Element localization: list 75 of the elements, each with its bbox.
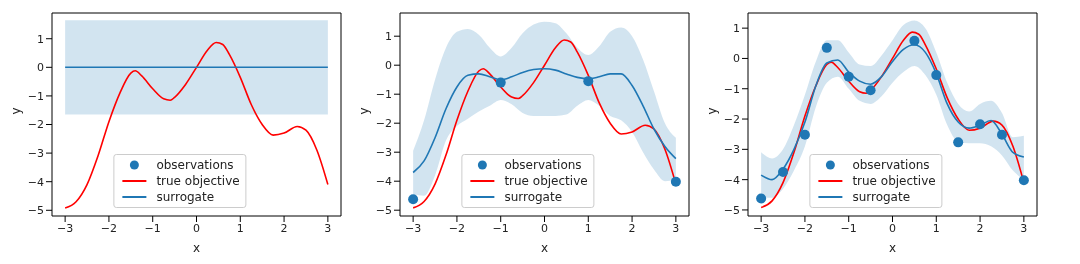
x-tick-label: 0 [889, 221, 896, 235]
point [996, 129, 1007, 140]
y-tick-label: −5 [27, 204, 44, 218]
legend-label: observations [852, 157, 930, 173]
x-tick-label: 1 [236, 221, 244, 235]
point [953, 137, 964, 148]
point [756, 193, 767, 204]
x-axis-title: x [540, 241, 549, 255]
point [975, 119, 986, 130]
point [909, 35, 920, 46]
x-tick-label: 3 [324, 221, 332, 235]
x-tick-label: −2 [100, 221, 118, 235]
point [843, 71, 854, 82]
point [408, 194, 419, 205]
point [821, 42, 832, 53]
y-tick-label: 0 [733, 52, 740, 66]
legend-label: observations [156, 157, 234, 173]
y-axis-title: y [9, 107, 24, 115]
x-tick-label: −1 [144, 221, 161, 235]
y-tick-label: 0 [37, 61, 44, 75]
y-tick-label: −4 [27, 175, 44, 189]
y-tick-label: −2 [27, 118, 44, 132]
point [583, 76, 594, 87]
y-tick-label: 1 [733, 22, 740, 36]
y-tick-label: −5 [723, 203, 740, 217]
y-axis-title: y [705, 107, 720, 115]
x-tick-label: 2 [280, 221, 288, 235]
y-tick-label: −5 [375, 204, 392, 218]
x-tick-label: 2 [976, 221, 984, 235]
x-tick-label: −1 [840, 221, 857, 235]
point [1018, 175, 1029, 186]
legend-label: true objective [504, 173, 588, 189]
y-axis-title: y [357, 107, 372, 115]
y-tick-label: 1 [37, 32, 44, 46]
x-tick-label: −3 [753, 221, 770, 235]
x-tick-label: 0 [193, 221, 200, 235]
x-tick-label: −3 [405, 221, 422, 235]
point [865, 85, 876, 96]
point [799, 129, 810, 140]
y-tick-label: −4 [723, 173, 740, 187]
y-tick-label: 0 [385, 59, 392, 73]
x-tick-label: −1 [492, 221, 509, 235]
x-tick-label: 1 [584, 221, 592, 235]
x-tick-label: −2 [448, 221, 466, 235]
x-tick-label: 0 [541, 221, 548, 235]
line-series [64, 41, 329, 209]
legend-label: true objective [156, 173, 240, 189]
y-tick-label: −4 [375, 175, 392, 189]
y-tick-label: −3 [375, 146, 392, 160]
legend-label: observations [504, 157, 582, 173]
legend-label: surrogate [156, 189, 215, 205]
legend-label: true objective [852, 173, 936, 189]
x-tick-label: 1 [932, 221, 940, 235]
x-tick-label: −2 [796, 221, 814, 235]
y-tick-label: −3 [27, 147, 44, 160]
x-tick-label: −3 [57, 221, 74, 235]
legend-label: surrogate [852, 189, 911, 205]
point [931, 70, 942, 81]
line-series [412, 67, 677, 174]
y-tick-label: −2 [723, 112, 740, 126]
x-tick-label: 3 [1020, 221, 1028, 235]
point [670, 176, 681, 187]
x-axis-title: x [192, 241, 201, 255]
point [778, 167, 789, 178]
y-tick-label: 1 [385, 30, 392, 44]
legend-label: surrogate [504, 189, 563, 205]
y-tick-label: −1 [375, 88, 392, 102]
point [495, 77, 506, 88]
y-tick-label: −1 [723, 82, 740, 96]
x-tick-label: 2 [628, 221, 636, 235]
x-axis-title: x [888, 241, 897, 255]
y-tick-label: −1 [27, 89, 44, 103]
y-tick-label: −2 [375, 117, 392, 131]
y-tick-label: −3 [723, 143, 740, 157]
x-tick-label: 3 [672, 221, 680, 235]
